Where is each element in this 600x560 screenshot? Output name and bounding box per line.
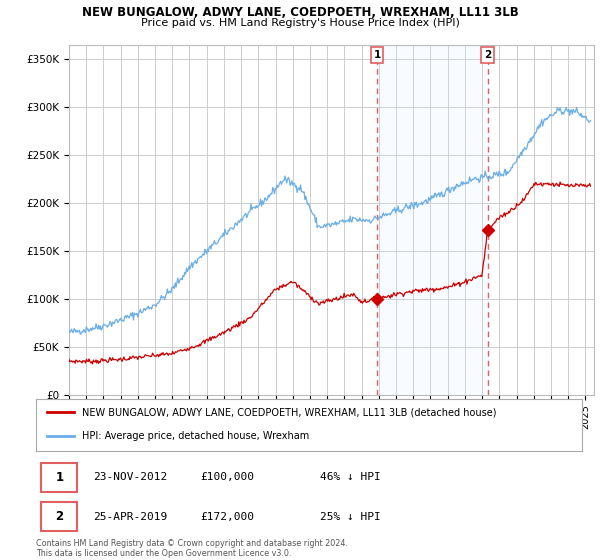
Text: Price paid vs. HM Land Registry's House Price Index (HPI): Price paid vs. HM Land Registry's House … [140,18,460,28]
Text: 1: 1 [373,50,381,60]
Bar [377,45,488,395]
Text: 1: 1 [55,471,64,484]
Text: 25% ↓ HPI: 25% ↓ HPI [320,512,380,521]
Text: £172,000: £172,000 [200,512,254,521]
FancyBboxPatch shape [41,502,77,531]
Text: 46% ↓ HPI: 46% ↓ HPI [320,473,380,482]
Text: HPI: Average price, detached house, Wrexham: HPI: Average price, detached house, Wrex… [82,431,310,441]
Text: £100,000: £100,000 [200,473,254,482]
Text: 23-NOV-2012: 23-NOV-2012 [94,473,167,482]
Text: Contains HM Land Registry data © Crown copyright and database right 2024.
This d: Contains HM Land Registry data © Crown c… [36,539,348,558]
Text: NEW BUNGALOW, ADWY LANE, COEDPOETH, WREXHAM, LL11 3LB (detached house): NEW BUNGALOW, ADWY LANE, COEDPOETH, WREX… [82,407,497,417]
Text: 2: 2 [55,510,64,523]
FancyBboxPatch shape [41,463,77,492]
Text: NEW BUNGALOW, ADWY LANE, COEDPOETH, WREXHAM, LL11 3LB: NEW BUNGALOW, ADWY LANE, COEDPOETH, WREX… [82,6,518,18]
Text: 25-APR-2019: 25-APR-2019 [94,512,167,521]
Text: 2: 2 [484,50,491,60]
